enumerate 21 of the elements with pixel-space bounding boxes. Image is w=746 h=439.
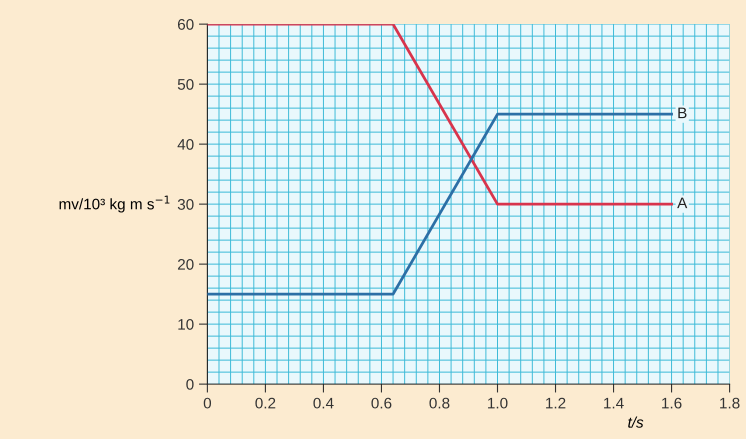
y-tick-label: 0 — [186, 378, 194, 390]
y-tick-label: 40 — [178, 139, 194, 150]
x-tick-label: 1.8 — [720, 398, 740, 409]
series-label: A — [677, 198, 688, 208]
x-tick-label: 0.8 — [429, 398, 450, 409]
y-tick-label: 30 — [178, 199, 194, 210]
series-label: B — [678, 108, 687, 118]
x-tick-label: 0.4 — [313, 398, 334, 409]
x-tick-label: 1.0 — [488, 398, 508, 409]
y-tick-label: 10 — [178, 318, 194, 330]
y-axis-title: mv/10³ kg m s$^{−1}$ — [60, 196, 170, 212]
y-tick-label: 20 — [178, 259, 194, 270]
y-tick-label: 60 — [178, 19, 194, 30]
x-tick-label: 0.6 — [371, 398, 392, 409]
x-tick-label: 1.6 — [662, 398, 682, 409]
y-tick-label: 50 — [178, 79, 194, 90]
x-axis-title: t/s — [628, 416, 644, 428]
x-tick-label: 1.2 — [546, 398, 566, 408]
x-tick-label: 0.2 — [255, 398, 276, 409]
x-tick-label: 0 — [204, 398, 212, 409]
x-tick-label: 1.4 — [604, 398, 624, 408]
